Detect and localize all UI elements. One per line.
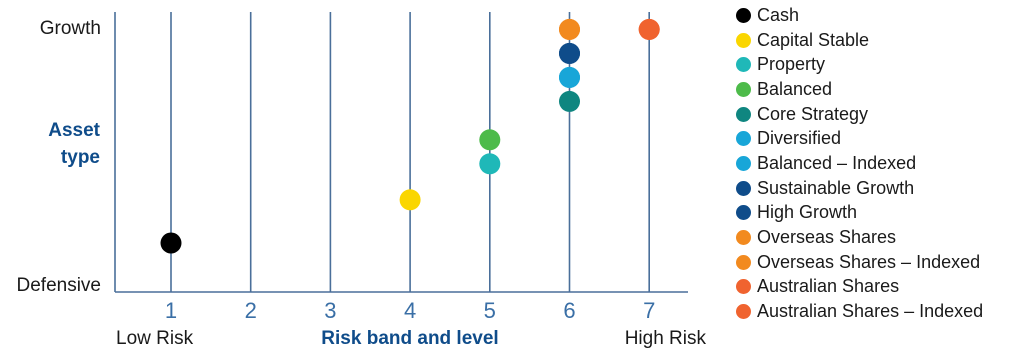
legend-item: Core Strategy	[736, 102, 983, 127]
legend-label: Balanced – Indexed	[757, 152, 917, 173]
x-axis-title: Risk band and level	[321, 328, 498, 348]
legend-item: Diversified	[736, 126, 983, 151]
legend-swatch	[736, 205, 751, 221]
legend-label: Australian Shares	[757, 276, 900, 297]
data-points	[160, 18, 660, 254]
legend-label: Property	[757, 54, 826, 75]
legend-item: Capital Stable	[736, 28, 983, 53]
x-label-high-risk: High Risk	[625, 328, 707, 348]
legend-item: Overseas Shares – Indexed	[736, 250, 983, 275]
legend-item: Australian Shares	[736, 275, 983, 300]
legend-swatch	[736, 180, 751, 196]
y-axis-title-line-2: type	[61, 147, 100, 168]
legend-swatch	[736, 7, 751, 23]
legend-label: Overseas Shares	[757, 227, 897, 248]
legend-swatch	[736, 279, 751, 295]
legend-label: Balanced	[757, 78, 833, 99]
legend-swatch	[736, 304, 751, 320]
legend-label: Cash	[757, 4, 800, 25]
legend-item: High Growth	[736, 201, 983, 226]
legend: Cash Capital Stable Property Balanced Core S…	[736, 3, 983, 324]
y-label-growth: Growth	[40, 18, 101, 39]
legend-item: Balanced	[736, 77, 983, 102]
legend-item: Cash	[736, 3, 983, 28]
point-core-strategy	[559, 90, 580, 112]
y-axis-title-line-1: Asset	[48, 120, 100, 141]
x-tick-labels: 1 2 3 4 5 6 7	[165, 298, 655, 323]
legend-swatch	[736, 106, 751, 122]
legend-label: High Growth	[757, 202, 858, 223]
legend-item: Balanced – Indexed	[736, 151, 983, 176]
legend-item: Australian Shares – Indexed	[736, 299, 983, 324]
legend-swatch	[736, 254, 751, 270]
x-tick-label: 7	[643, 298, 655, 323]
legend-label: Capital Stable	[757, 29, 870, 50]
legend-swatch	[736, 32, 751, 48]
point-capital-stable	[399, 189, 421, 211]
y-label-defensive: Defensive	[17, 275, 102, 296]
x-tick-label: 5	[484, 298, 496, 323]
legend-label: Sustainable Growth	[757, 177, 915, 198]
legend-label: Core Strategy	[757, 103, 869, 124]
point-overseas-shares-indexed	[559, 18, 580, 40]
legend-label: Overseas Shares – Indexed	[757, 251, 981, 272]
legend-swatch	[736, 131, 751, 147]
x-tick-label: 6	[563, 298, 575, 323]
point-high-growth	[559, 42, 580, 64]
risk-chart: 1 2 3 4 5 6 7 Growth Defensive Asset type Low …	[17, 12, 707, 348]
legend-swatch	[736, 230, 751, 246]
point-balanced	[479, 129, 501, 151]
point-cash	[160, 232, 182, 254]
legend-swatch	[736, 81, 751, 97]
legend-item: Overseas Shares	[736, 225, 983, 250]
x-label-low-risk: Low Risk	[116, 328, 194, 348]
point-australian-shares-indexed	[638, 18, 660, 40]
x-tick-label: 4	[404, 298, 416, 323]
x-tick-label: 3	[324, 298, 336, 323]
point-balanced-indexed	[559, 66, 580, 88]
legend-item: Property	[736, 52, 983, 77]
x-tick-label: 2	[245, 298, 257, 323]
legend-item: Sustainable Growth	[736, 176, 983, 201]
legend-label: Diversified	[757, 128, 842, 149]
point-property	[479, 153, 501, 175]
legend-swatch	[736, 57, 751, 73]
legend-label: Australian Shares – Indexed	[757, 301, 984, 322]
x-tick-label: 1	[165, 298, 177, 323]
legend-swatch	[736, 155, 751, 171]
